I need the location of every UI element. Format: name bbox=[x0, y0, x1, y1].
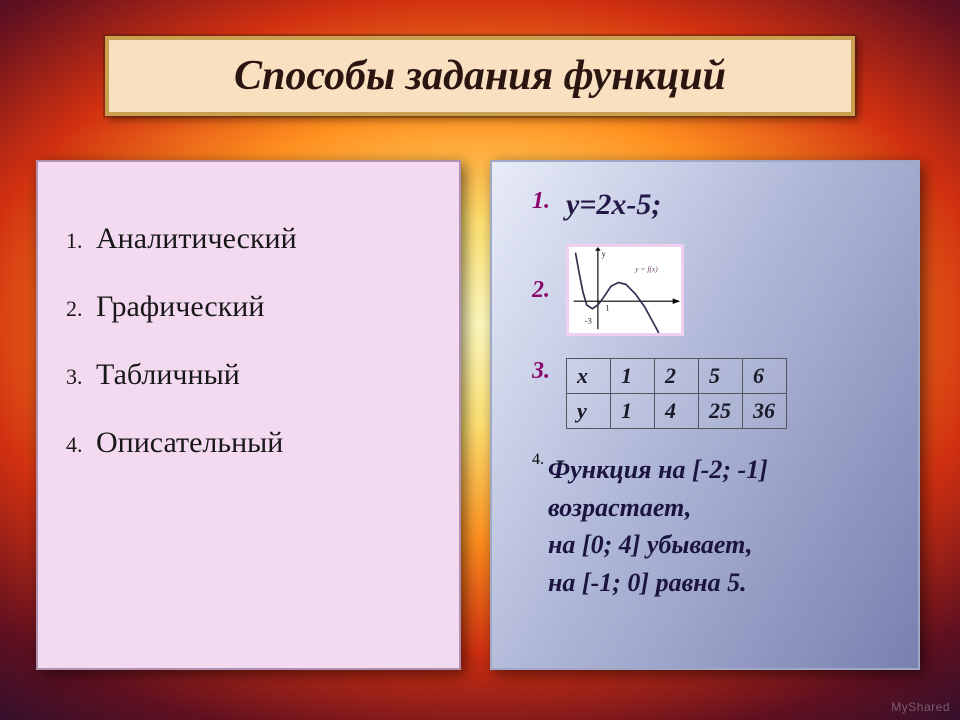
item-number: 3. bbox=[532, 358, 558, 385]
example-graphic: 2. y y = f(x) 1 -3 bbox=[532, 244, 890, 336]
item-number: 4. bbox=[66, 432, 83, 457]
item-number: 2. bbox=[532, 277, 558, 304]
table-row: y 1 4 25 36 bbox=[567, 394, 787, 429]
item-number: 3. bbox=[66, 364, 83, 389]
desc-line: Функция на [-2; -1] bbox=[548, 451, 768, 489]
tick-y-neg: -3 bbox=[585, 317, 592, 326]
title-box: Способы задания функций bbox=[105, 36, 855, 116]
table-cell: 4 bbox=[655, 394, 699, 429]
table-cell: 25 bbox=[699, 394, 743, 429]
title-text: Способы задания функций bbox=[234, 52, 726, 100]
desc-line: на [0; 4] убывает, bbox=[548, 526, 768, 564]
tick-x: 1 bbox=[605, 304, 609, 313]
xy-table: x 1 2 5 6 y 1 4 25 36 bbox=[566, 358, 787, 429]
desc-line: возрастает, bbox=[548, 489, 768, 527]
item-number: 1. bbox=[532, 188, 558, 215]
list-item: 2. Графический bbox=[66, 290, 441, 324]
descriptive-text: Функция на [-2; -1] возрастает, на [0; 4… bbox=[548, 451, 768, 602]
item-text: Табличный bbox=[96, 358, 240, 391]
item-text: Описательный bbox=[96, 426, 283, 459]
table-row: x 1 2 5 6 bbox=[567, 359, 787, 394]
table-cell: 1 bbox=[611, 359, 655, 394]
list-item: 1. Аналитический bbox=[66, 222, 441, 256]
table-cell: 36 bbox=[743, 394, 787, 429]
axis-label-fx: y = f(x) bbox=[634, 264, 658, 273]
item-text: Графический bbox=[96, 290, 264, 323]
desc-line: на [-1; 0] равна 5. bbox=[548, 564, 768, 602]
table-cell: y bbox=[567, 394, 611, 429]
item-text: Аналитический bbox=[96, 222, 297, 255]
graph-thumbnail: y y = f(x) 1 -3 bbox=[566, 244, 684, 336]
example-descriptive: 4. Функция на [-2; -1] возрастает, на [0… bbox=[532, 451, 890, 602]
axis-label-y: y bbox=[602, 249, 607, 258]
table-cell: 5 bbox=[699, 359, 743, 394]
formula-text: у=2х-5; bbox=[566, 188, 661, 222]
list-item: 3. Табличный bbox=[66, 358, 441, 392]
table-cell: 1 bbox=[611, 394, 655, 429]
right-panel: 1. у=2х-5; 2. y y = f(x) 1 -3 3. x 1 bbox=[490, 160, 920, 670]
methods-list: 1. Аналитический 2. Графический 3. Табли… bbox=[66, 222, 441, 460]
table-cell: 6 bbox=[743, 359, 787, 394]
list-item: 4. Описательный bbox=[66, 426, 441, 460]
watermark: MyShared bbox=[891, 700, 950, 714]
left-panel: 1. Аналитический 2. Графический 3. Табли… bbox=[36, 160, 461, 670]
table-cell: 2 bbox=[655, 359, 699, 394]
graph-svg: y y = f(x) 1 -3 bbox=[569, 247, 681, 333]
example-table: 3. x 1 2 5 6 y 1 4 25 36 bbox=[532, 358, 890, 429]
item-number: 1. bbox=[66, 228, 83, 253]
item-number: 4. bbox=[532, 451, 544, 469]
table-cell: x bbox=[567, 359, 611, 394]
item-number: 2. bbox=[66, 296, 83, 321]
example-analytic: 1. у=2х-5; bbox=[532, 188, 890, 222]
